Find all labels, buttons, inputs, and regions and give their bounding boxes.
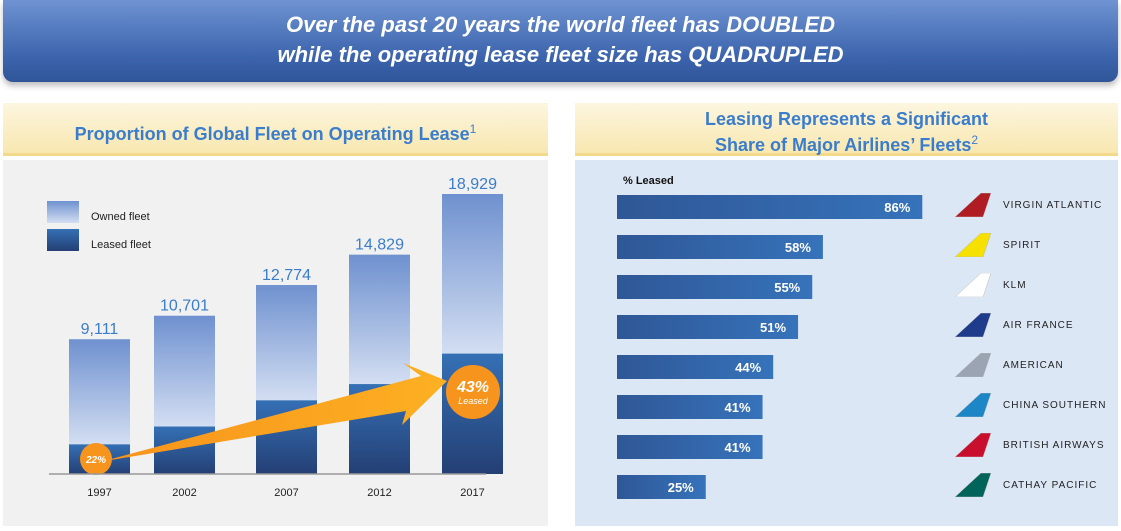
chart-title-line-1: Leasing Represents a Significant — [704, 109, 989, 129]
fleet-chart-panel: Owned fleet Leased fleet 9,111 1997 10,701… — [3, 160, 548, 526]
bar-klm — [617, 275, 813, 299]
airline-legend-item: AMERICAN — [955, 353, 1064, 377]
total-label: 14,829 — [355, 237, 404, 254]
left-panel-title: Proportion of Global Fleet on Operating … — [3, 103, 548, 156]
value-label: 55% — [774, 280, 800, 295]
airline-legend-item: VIRGIN ATLANTIC — [955, 193, 1102, 217]
airline-tail-logo-icon — [955, 473, 991, 497]
airline-name: VIRGIN ATLANTIC — [1003, 199, 1103, 211]
start-percent: 22% — [85, 455, 106, 466]
total-label: 12,774 — [262, 267, 311, 284]
x-tick-label: 2007 — [274, 487, 298, 499]
chart-title: Proportion of Global Fleet on Operating … — [74, 124, 470, 144]
airline-lease-panel: % Leased 86% 58% 55% 51% 44% 41% 41% 25% VIRGIN… — [575, 160, 1118, 526]
airline-tail-logo-icon — [955, 393, 991, 417]
value-label: 41% — [725, 440, 751, 455]
bar-owned-2002 — [154, 315, 215, 427]
legend-owned: Owned fleet — [91, 211, 150, 223]
bar-spirit — [617, 235, 823, 259]
airline-name: SPIRIT — [1003, 239, 1042, 251]
bar-virgin-atlantic — [617, 195, 923, 219]
airline-name: BRITISH AIRWAYS — [1003, 439, 1105, 451]
end-percent-badge — [446, 365, 500, 419]
x-tick-label: 2017 — [460, 487, 484, 499]
total-label: 10,701 — [160, 298, 209, 315]
bar-american — [617, 355, 774, 379]
start-percent-badge — [80, 443, 112, 475]
airline-legend-item: AIR FRANCE — [955, 313, 1074, 337]
x-tick-label: 1997 — [87, 487, 111, 499]
airline-name: CHINA SOUTHERN — [1003, 399, 1107, 411]
headline-banner: Over the past 20 years the world fleet h… — [3, 0, 1118, 82]
growth-arrow — [111, 363, 447, 460]
bar-china-southern — [617, 395, 763, 419]
fleet-chart: Owned fleet Leased fleet 9,111 1997 10,701… — [47, 176, 503, 499]
bar-british-airways — [617, 435, 763, 459]
airline-legend-item: SPIRIT — [955, 233, 1041, 257]
total-label: 18,929 — [448, 176, 497, 193]
airline-name: AMERICAN — [1003, 359, 1064, 371]
value-label: 86% — [884, 200, 910, 215]
bar-owned-2012 — [349, 254, 410, 385]
bar-air-france — [617, 315, 799, 339]
end-percent: 43% — [456, 379, 489, 396]
airline-name: CATHAY PACIFIC — [1003, 479, 1098, 491]
airline-chart: % Leased 86% 58% 55% 51% 44% 41% 41% 25% — [617, 175, 923, 499]
axis-label: % Leased — [623, 175, 674, 187]
headline-line-2: while the operating lease fleet size has… — [277, 42, 844, 67]
x-tick-label: 2002 — [172, 487, 196, 499]
airline-legend-item: CHINA SOUTHERN — [955, 393, 1106, 417]
footnote-marker: 2 — [971, 133, 979, 147]
airline-tail-logo-icon — [955, 273, 991, 297]
bar-owned-1997 — [69, 339, 130, 445]
value-label: 58% — [785, 240, 811, 255]
value-label: 51% — [760, 320, 786, 335]
bar-cathay-pacific — [617, 475, 706, 499]
bar-owned-2007 — [256, 285, 317, 401]
chart-title-line-2: Share of Major Airlines’ Fleets — [714, 135, 972, 155]
x-tick-label: 2012 — [367, 487, 391, 499]
airline-tail-logo-icon — [955, 233, 991, 257]
total-label: 9,111 — [81, 321, 119, 338]
airline-name: AIR FRANCE — [1003, 319, 1074, 331]
value-label: 44% — [735, 360, 761, 375]
airline-tail-logo-icon — [955, 193, 991, 217]
value-label: 25% — [668, 480, 694, 495]
legend-leased: Leased fleet — [91, 239, 151, 251]
headline-line-1: Over the past 20 years the world fleet h… — [286, 12, 835, 37]
right-panel-title: Leasing Represents a Significant Share o… — [575, 103, 1118, 156]
bar-owned-2017 — [442, 194, 503, 354]
airline-name: KLM — [1003, 279, 1027, 291]
value-label: 41% — [725, 400, 751, 415]
footnote-marker: 1 — [469, 122, 477, 136]
airline-tail-logo-icon — [955, 433, 991, 457]
airline-legend-item: CATHAY PACIFIC — [955, 473, 1097, 497]
airline-legend-item: BRITISH AIRWAYS — [955, 433, 1105, 457]
airline-tail-logo-icon — [955, 353, 991, 377]
legend-swatch-owned — [47, 201, 79, 223]
end-percent-subtext: Leased — [458, 396, 489, 406]
legend-swatch-leased — [47, 229, 79, 251]
airline-legend-item: KLM — [955, 273, 1027, 297]
airline-tail-logo-icon — [955, 313, 991, 337]
